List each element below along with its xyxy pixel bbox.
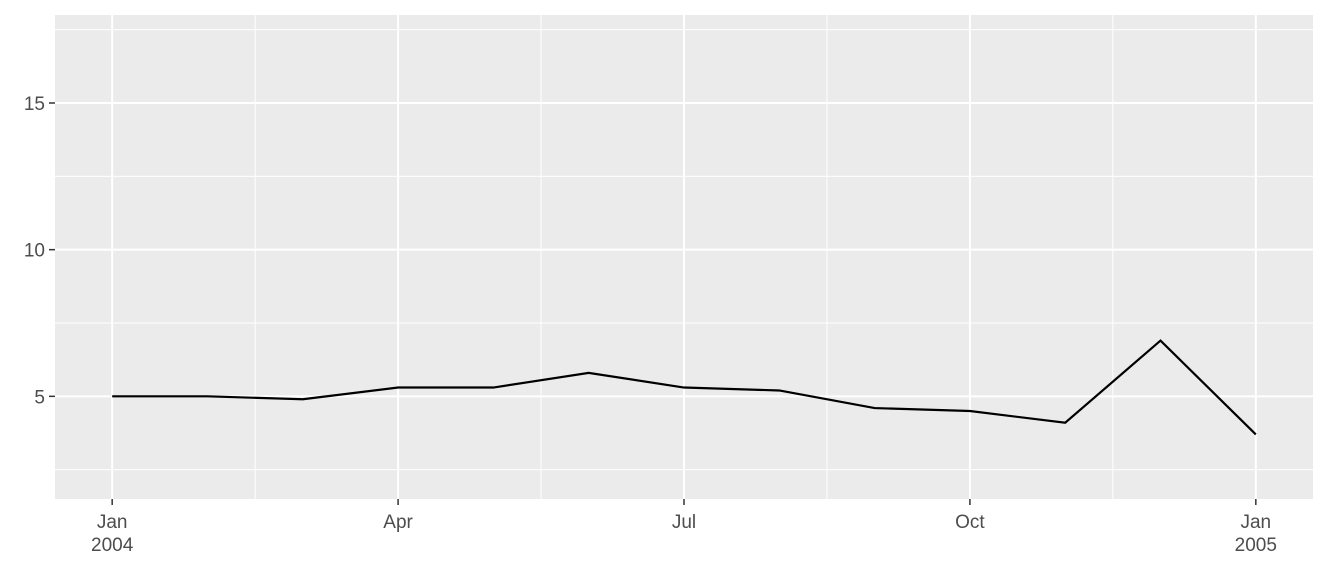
x-tick-label: Jan 2005 <box>1235 512 1277 556</box>
line <box>112 339 1257 436</box>
y-tick-label: 5 <box>34 387 45 408</box>
x-tick-label: Apr <box>383 512 413 533</box>
x-tick-label: Oct <box>955 512 985 533</box>
y-tick-label: 15 <box>24 94 45 115</box>
y-tick-label: 10 <box>24 241 45 262</box>
x-tick-label: Jul <box>672 512 696 533</box>
x-tick-label: Jan 2004 <box>91 512 134 556</box>
